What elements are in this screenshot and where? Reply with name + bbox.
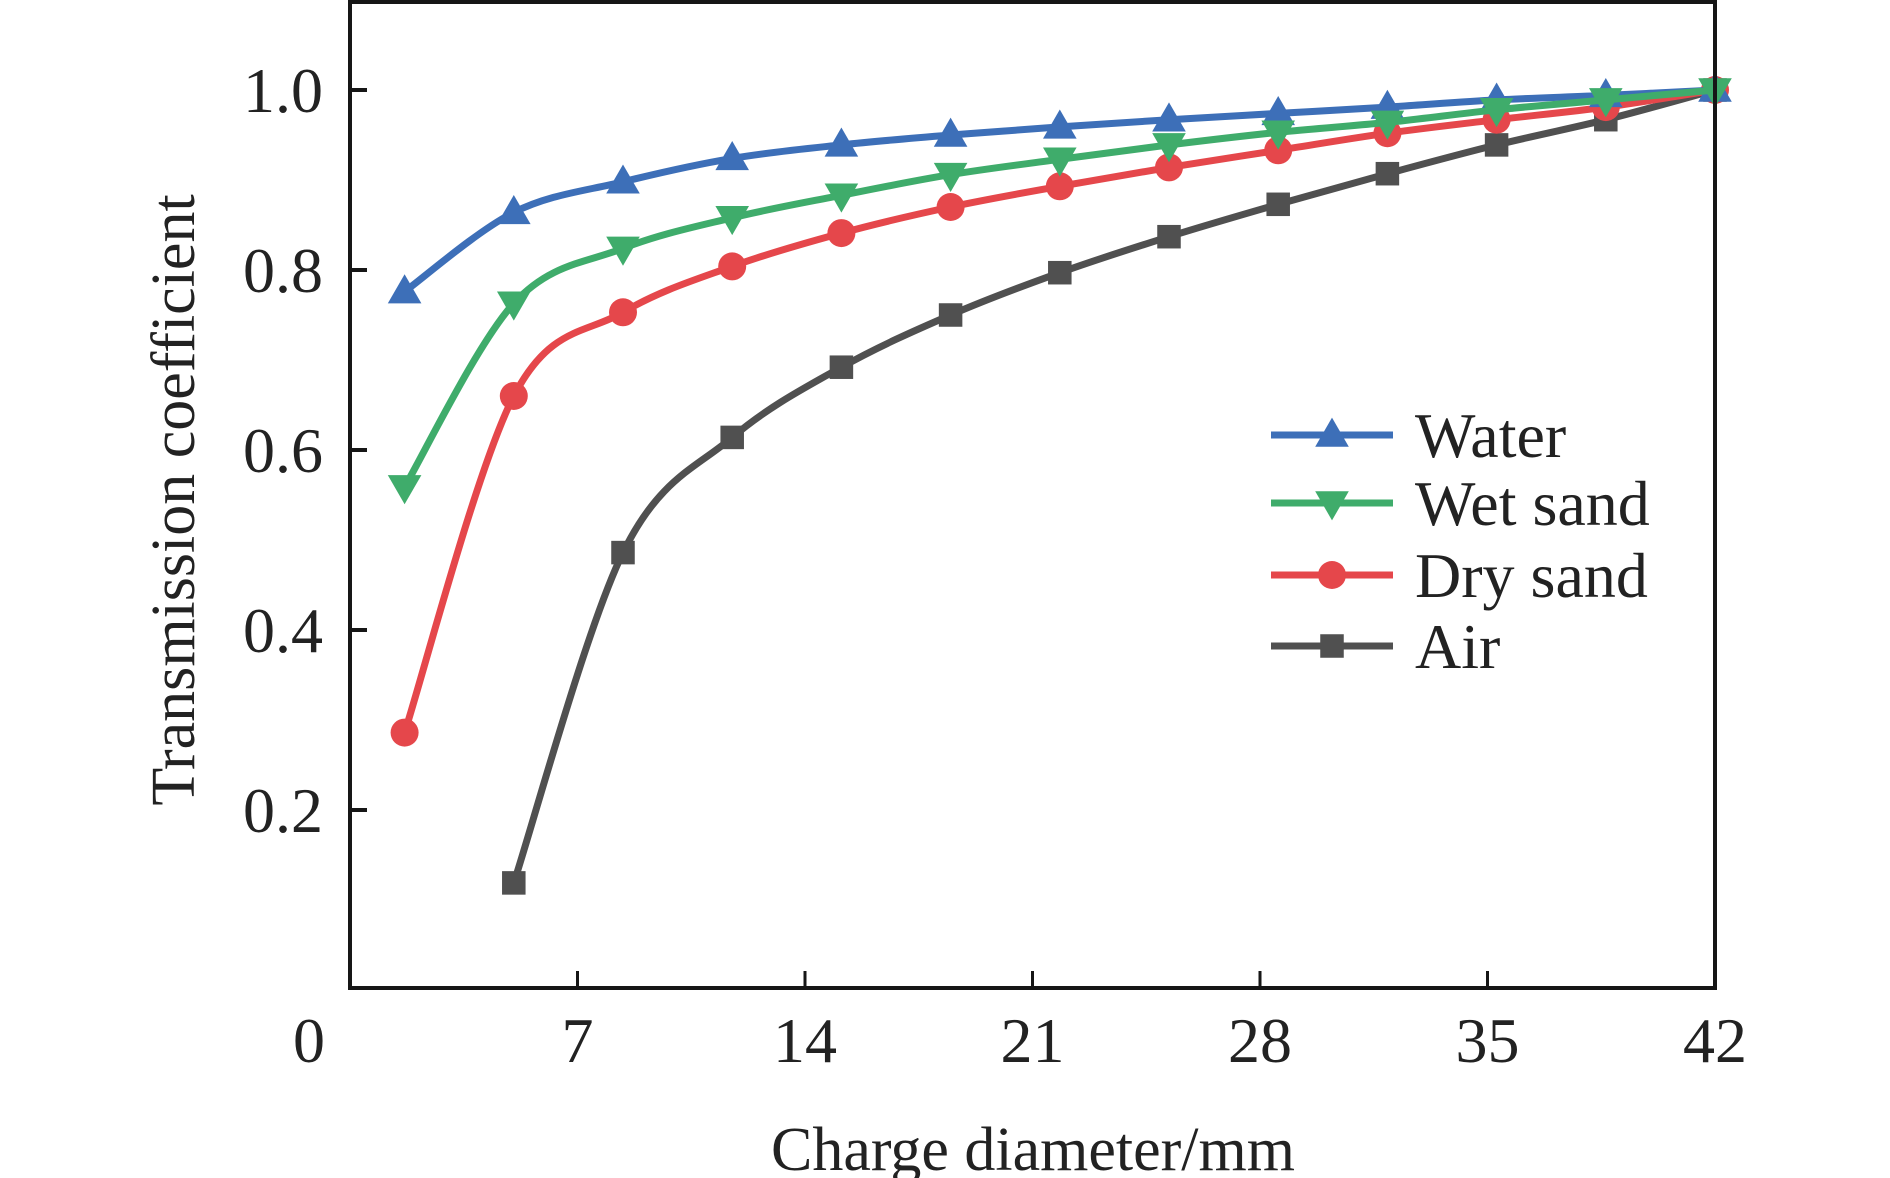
series-air <box>502 78 1727 895</box>
data-point-wet-sand <box>1370 110 1405 140</box>
data-point-wet-sand <box>387 475 422 505</box>
data-point-wet-sand <box>824 183 859 213</box>
y-tick-label: 0.2 <box>243 775 323 846</box>
x-tick-label: 35 <box>1456 1005 1520 1076</box>
data-point-water <box>715 141 749 171</box>
y-tick-label: 1.0 <box>243 55 323 126</box>
data-point-water <box>933 117 968 147</box>
y-tick-label: 0.8 <box>243 235 323 306</box>
legend-item-dry-sand: Dry sand <box>1271 540 1648 611</box>
x-tick-label: 7 <box>562 1005 594 1076</box>
y-axis-title: Transmission coefficient <box>140 194 208 805</box>
data-point-water <box>606 164 640 194</box>
legend-marker-water-icon <box>1315 417 1349 447</box>
legend-marker-dry-sand-icon <box>1318 561 1346 589</box>
data-point-wet-sand <box>1479 98 1514 128</box>
x-tick-label: 42 <box>1683 1005 1747 1076</box>
data-point-water <box>387 274 422 304</box>
data-point-wet-sand <box>715 206 749 236</box>
data-point-air <box>1048 260 1072 285</box>
data-point-dry-sand <box>1155 153 1183 182</box>
legend-label: Air <box>1415 611 1500 682</box>
data-point-water <box>1043 109 1077 139</box>
legend-label: Water <box>1415 400 1566 471</box>
data-point-water <box>1261 96 1295 126</box>
legend-item-wet-sand: Wet sand <box>1271 468 1650 539</box>
data-point-wet-sand <box>497 291 531 321</box>
data-point-air <box>1484 133 1509 157</box>
data-point-dry-sand <box>827 219 856 248</box>
y-tick-label: 0.6 <box>243 415 323 486</box>
data-point-water <box>824 127 859 157</box>
data-point-air <box>829 355 854 379</box>
legend-item-air: Air <box>1271 611 1500 682</box>
y-axis-ticks: 0.2 0.4 0.6 0.8 1.0 <box>243 55 367 846</box>
data-point-air <box>1157 224 1181 249</box>
data-point-wet-sand <box>606 236 640 266</box>
data-point-air <box>720 425 744 450</box>
data-point-dry-sand <box>499 382 528 410</box>
data-point-wet-sand <box>1589 88 1623 118</box>
series-layer <box>387 72 1732 895</box>
data-point-dry-sand <box>390 718 419 747</box>
series-wet-sand <box>387 78 1732 505</box>
legend-item-water: Water <box>1271 400 1566 471</box>
data-point-water <box>497 195 531 225</box>
legend-label: Dry sand <box>1415 540 1648 611</box>
data-point-wet-sand <box>1043 147 1077 177</box>
data-point-wet-sand <box>1261 120 1295 150</box>
data-point-dry-sand <box>1264 136 1293 165</box>
x-tick-label: 0 <box>293 1005 325 1076</box>
x-axis-ticks: 0 7 14 21 28 35 42 <box>293 971 1747 1076</box>
data-point-air <box>502 871 526 895</box>
data-point-dry-sand <box>718 252 747 281</box>
data-point-air <box>938 303 963 327</box>
x-tick-label: 14 <box>773 1005 837 1076</box>
legend-label: Wet sand <box>1415 468 1650 539</box>
x-tick-label: 28 <box>1228 1005 1292 1076</box>
data-point-water <box>1152 102 1186 132</box>
legend-marker-air-icon <box>1320 634 1344 658</box>
x-tick-label: 21 <box>1001 1005 1065 1076</box>
data-point-wet-sand <box>1152 133 1186 163</box>
data-point-dry-sand <box>1045 172 1074 201</box>
data-point-air <box>1266 192 1290 217</box>
data-point-air <box>611 540 635 565</box>
legend-marker-wet-sand-icon <box>1315 491 1349 521</box>
y-tick-label: 0.4 <box>243 595 323 666</box>
data-point-air <box>1375 161 1400 186</box>
x-axis-title: Charge diameter/mm <box>771 1116 1295 1178</box>
data-point-wet-sand <box>933 162 968 192</box>
data-point-dry-sand <box>609 298 637 327</box>
data-point-dry-sand <box>936 193 965 221</box>
